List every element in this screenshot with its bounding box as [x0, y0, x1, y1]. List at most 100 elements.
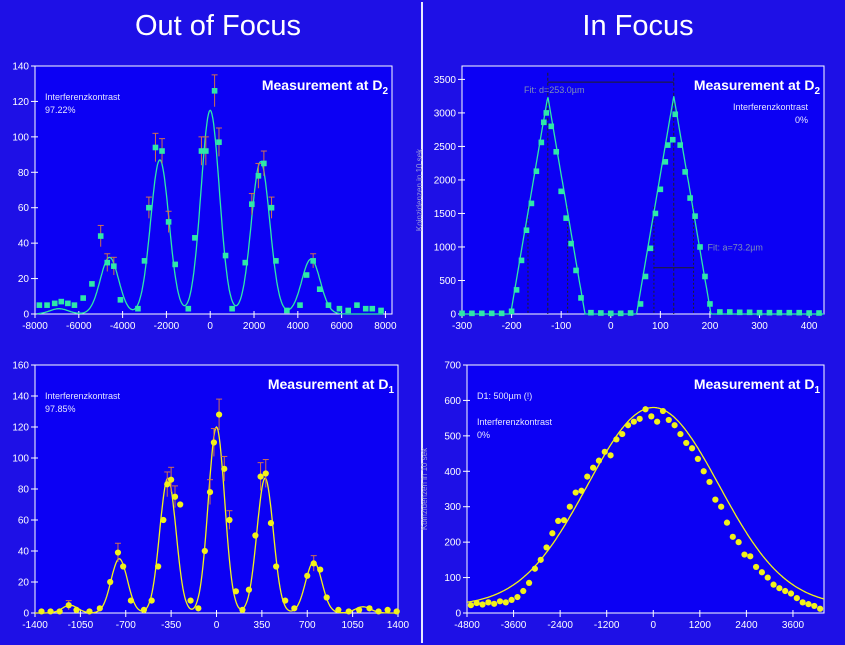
data-point [86, 608, 93, 615]
data-point [159, 148, 165, 154]
data-point [568, 240, 574, 247]
chart-title-main: Measurement at D [694, 77, 815, 93]
data-point [393, 608, 400, 615]
data-point [787, 590, 795, 597]
x-tick-label: 200 [702, 321, 719, 332]
data-point [80, 295, 86, 301]
data-point [637, 301, 644, 307]
data-point [310, 560, 317, 567]
x-tick-label: 6000 [331, 321, 354, 332]
data-point [665, 416, 672, 424]
data-point [496, 598, 504, 605]
data-point [89, 281, 95, 287]
data-point [239, 606, 246, 614]
data-point [682, 169, 688, 175]
x-tick-label: -1050 [68, 620, 94, 631]
annotation-text: Interferenzkontrast [477, 417, 553, 427]
chart-title-main: Measurement at D [694, 376, 815, 392]
x-tick-label: -6000 [66, 321, 92, 332]
data-point [469, 310, 475, 317]
data-point [746, 309, 753, 316]
data-point [366, 605, 373, 612]
x-tick-label: 350 [254, 620, 271, 631]
data-point [817, 605, 824, 612]
data-point [687, 195, 693, 201]
annotation-text: 0% [795, 115, 808, 125]
data-point [356, 606, 363, 614]
x-tick-label: 1200 [689, 620, 712, 631]
data-point [702, 273, 708, 280]
data-point [104, 259, 111, 266]
data-point [566, 503, 573, 510]
data-point [267, 520, 275, 527]
data-point [555, 517, 562, 524]
data-point [127, 597, 135, 604]
chart-title: Measurement at D2 [262, 77, 389, 97]
data-point [735, 539, 742, 546]
data-point [257, 473, 264, 480]
chart-title: Measurement at D2 [694, 77, 821, 97]
panel-divider [421, 2, 423, 643]
x-tick-label: -100 [551, 321, 571, 332]
data-point [303, 272, 310, 278]
data-point [669, 136, 676, 143]
annotation-text: 97.22% [45, 105, 76, 115]
data-point [65, 300, 71, 307]
y-tick-label: 120 [12, 97, 29, 108]
data-point [590, 464, 597, 471]
data-point [747, 553, 754, 560]
x-tick-label: -2000 [154, 321, 180, 332]
y-tick-label: 20 [18, 274, 30, 285]
data-point [146, 204, 152, 211]
data-point [221, 465, 228, 472]
data-point [662, 159, 669, 165]
data-point [201, 547, 208, 555]
y-axis-label: Koinzidenzen in 10 sek [415, 148, 424, 231]
y-tick-label: 2000 [434, 175, 457, 186]
data-point [642, 406, 649, 413]
data-point [44, 302, 50, 308]
data-point [677, 430, 684, 438]
data-point [232, 588, 240, 595]
y-tick-label: 3500 [434, 75, 457, 86]
x-tick-label: 2000 [243, 321, 266, 332]
plot-area [466, 364, 825, 614]
y-tick-label: 400 [444, 467, 461, 478]
data-point [648, 413, 655, 420]
data-point [249, 201, 255, 207]
data-point [664, 142, 671, 148]
data-point [642, 273, 649, 280]
data-point [707, 301, 713, 307]
data-point [723, 519, 731, 526]
y-tick-label: 300 [444, 502, 461, 513]
x-tick-label: 0 [650, 620, 656, 631]
y-tick-label: 160 [12, 361, 29, 372]
plot-area [34, 364, 399, 614]
data-point [726, 309, 733, 315]
x-tick-label: -350 [161, 620, 181, 631]
data-point [563, 215, 569, 221]
y-tick-label: 3000 [434, 108, 457, 119]
data-point [135, 305, 141, 312]
data-point [607, 310, 614, 317]
y-tick-label: 1500 [434, 209, 457, 220]
y-tick-label: 140 [12, 392, 29, 403]
data-point [573, 267, 579, 274]
data-point [155, 563, 162, 570]
annotation-text: D1: 500µm (!) [477, 391, 532, 401]
data-point [578, 487, 585, 494]
data-point [117, 297, 124, 303]
x-tick-label: 0 [608, 321, 614, 332]
data-point [71, 302, 78, 308]
data-point [786, 309, 793, 316]
data-point [245, 586, 253, 593]
chart-title-main: Measurement at D [262, 77, 383, 93]
data-point [185, 305, 192, 312]
x-tick-label: 400 [801, 321, 818, 332]
data-point [262, 470, 269, 477]
data-point [601, 448, 608, 455]
data-point [776, 585, 783, 592]
